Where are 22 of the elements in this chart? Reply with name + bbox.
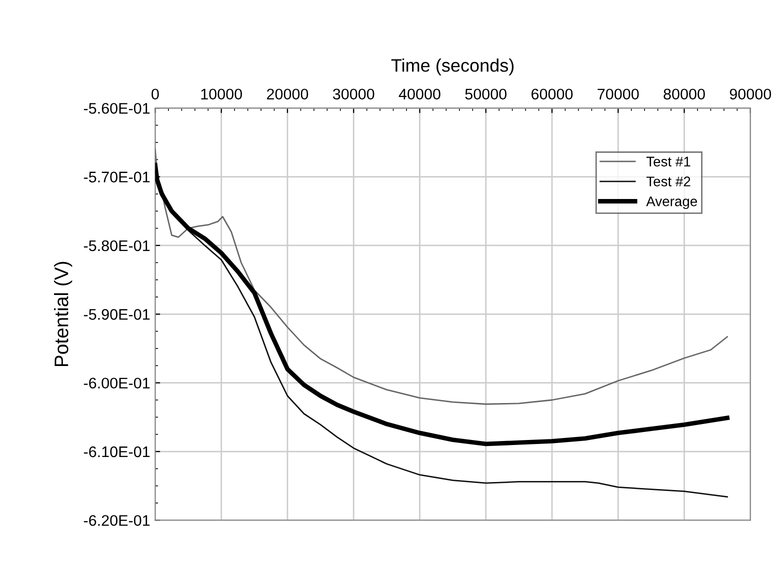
x-tick-label: 70000 <box>598 88 639 100</box>
x-tick-label: 30000 <box>332 88 374 100</box>
x-tick-label: 50000 <box>465 88 507 100</box>
y-tick-label: -6.10E-01 <box>84 446 150 458</box>
x-tick-label: 10000 <box>201 88 242 100</box>
x-tick-label: 20000 <box>266 88 308 100</box>
y-tick-label: -5.60E-01 <box>84 102 150 114</box>
x-tick-label: 0 <box>152 88 159 100</box>
y-tick-label: -5.90E-01 <box>84 309 150 320</box>
y-tick-label: -6.20E-01 <box>84 515 150 526</box>
x-tick-label: 40000 <box>398 88 440 100</box>
legend-label: Average <box>646 196 698 210</box>
legend-label: Test #2 <box>646 176 690 186</box>
y-tick-label: -6.00E-01 <box>84 378 150 389</box>
x-axis-title: Time (seconds) <box>391 58 514 76</box>
y-axis-title: Potential (V) <box>54 262 72 366</box>
y-tick-label: -5.80E-01 <box>84 240 150 252</box>
legend-label: Test #1 <box>646 156 690 166</box>
x-tick-label: 80000 <box>664 88 705 100</box>
y-tick-label: -5.70E-01 <box>84 172 150 182</box>
x-tick-label: 90000 <box>730 88 772 100</box>
x-tick-label: 60000 <box>532 88 573 100</box>
